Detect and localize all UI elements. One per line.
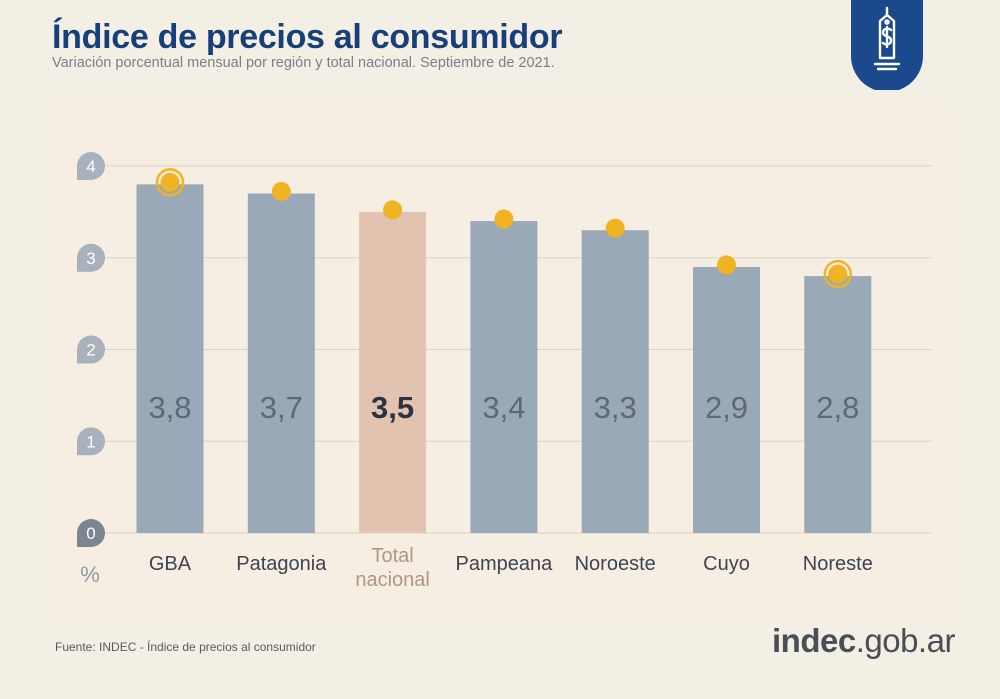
category-label: GBA — [149, 553, 192, 575]
marker-dot — [271, 182, 291, 202]
marker-dot — [605, 218, 625, 238]
bar — [804, 276, 872, 533]
indec-logo: indec.gob.ar — [772, 622, 955, 660]
category-label: Cuyo — [703, 553, 750, 575]
bar — [136, 184, 204, 533]
y-tick-label: 1 — [86, 432, 95, 451]
y-tick-label: 3 — [86, 249, 95, 268]
bar — [470, 221, 538, 534]
source-note: Fuente: INDEC - Índice de precios al con… — [55, 640, 316, 654]
bar — [581, 230, 649, 533]
bar-chart: 0 1 2 3 4% 3,8 GBA 3,7 Patagonia 3,5 Total nacional… — [77, 152, 932, 591]
category-label: Noroeste — [575, 553, 656, 575]
bar-value-label: 3,5 — [371, 390, 414, 425]
bar — [247, 193, 315, 533]
category-label: Total nacional — [355, 545, 430, 591]
bar-value-label: 3,8 — [148, 390, 191, 425]
bar-value-label: 3,4 — [482, 390, 525, 425]
marker-dot — [717, 255, 736, 275]
y-tick-bubble — [77, 152, 105, 180]
bar-value-label: 3,7 — [260, 390, 303, 425]
y-tick-label: 0 — [86, 524, 95, 543]
y-tick-label: 2 — [86, 341, 95, 360]
marker-dot — [383, 200, 403, 220]
category-label: Noreste — [803, 553, 873, 575]
chart-title: Índice de precios al consumidor — [52, 18, 563, 56]
y-tick-bubble — [77, 243, 105, 272]
bar — [693, 266, 760, 533]
brand-suffix: .gob.ar — [855, 622, 956, 659]
marker-ring — [155, 168, 185, 197]
y-tick-label: 4 — [86, 157, 95, 176]
y-axis-unit: % — [80, 562, 100, 587]
marker-dot — [828, 264, 848, 284]
category-label: Pampeana — [456, 553, 554, 575]
price-tag-dollar-icon — [851, 0, 923, 92]
marker-dot — [494, 209, 514, 229]
brand-main: indec — [772, 622, 856, 659]
chart-subtitle: Variación porcentual mensual por región … — [52, 55, 555, 71]
y-tick-bubble — [77, 427, 105, 456]
category-label: Patagonia — [236, 553, 327, 575]
marker-dot — [160, 172, 180, 192]
bar-value-label: 3,3 — [594, 390, 637, 425]
y-tick-bubble — [77, 335, 105, 364]
y-tick-bubble — [77, 519, 105, 547]
bar-value-label: 2,8 — [816, 390, 859, 425]
bar — [359, 211, 427, 533]
bar-value-label: 2,9 — [705, 390, 748, 425]
marker-ring — [823, 259, 853, 289]
chart-panel: 0 1 2 3 4% 3,8 GBA 3,7 Patagonia 3,5 Total nacional… — [52, 110, 946, 620]
